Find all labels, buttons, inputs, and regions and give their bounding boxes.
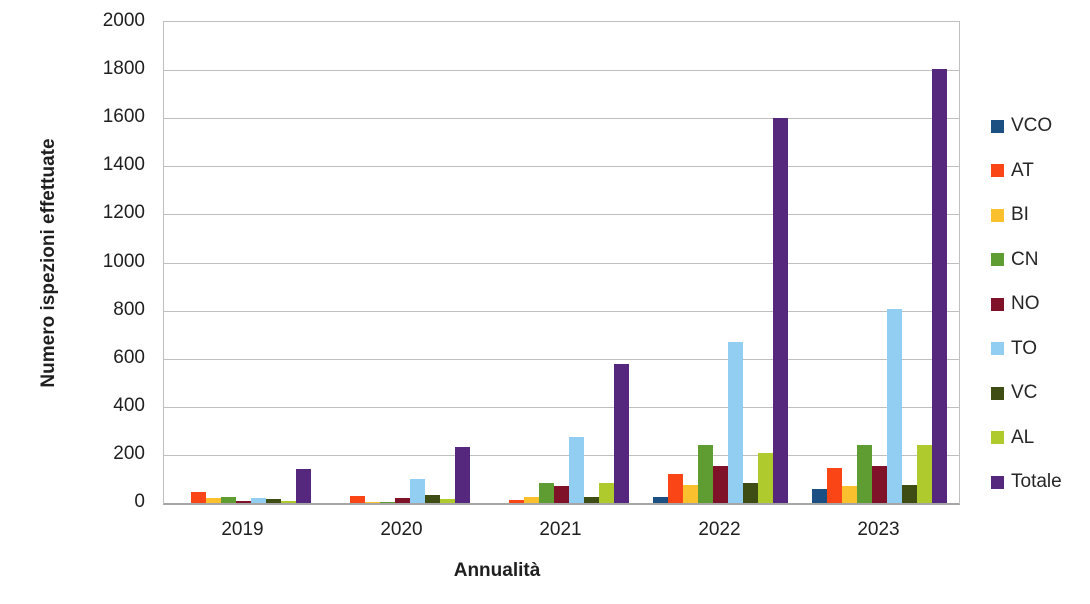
legend-swatch-no (991, 297, 1004, 311)
legend-item-bi: BI (991, 205, 1062, 225)
bar-al-2022 (758, 452, 773, 503)
gridline-1600 (164, 118, 959, 120)
y-tick-label-800: 800 (113, 298, 145, 320)
legend-label-vc: VC (1011, 382, 1038, 403)
legend-label-no: NO (1011, 293, 1040, 314)
x-tick-label-2023: 2023 (857, 519, 900, 540)
x-tick-label-2020: 2020 (380, 519, 423, 540)
bar-no-2019 (236, 501, 251, 503)
legend-label-vco: VCO (1011, 115, 1053, 136)
legend-item-al: AL (991, 426, 1062, 448)
gridline-200 (164, 454, 959, 456)
plot-area (163, 21, 960, 505)
bar-to-2022 (728, 341, 743, 503)
gridline-1000 (164, 262, 959, 264)
x-tick-label-2021: 2021 (539, 519, 582, 540)
legend-label-at: AT (1011, 159, 1034, 181)
bar-cn-2020 (380, 501, 395, 503)
bar-vc-2022 (743, 482, 758, 503)
gridline-1400 (164, 166, 959, 168)
bar-cn-2022 (698, 445, 713, 503)
bar-al-2019 (281, 501, 296, 503)
y-tick-label-0: 0 (134, 491, 145, 512)
y-tick-label-1600: 1600 (102, 106, 145, 128)
bar-vco-2023 (812, 488, 827, 503)
legend-item-totale: Totale (991, 472, 1062, 492)
bar-no-2021 (554, 486, 569, 503)
gridline-1800 (164, 70, 959, 72)
legend-label-bi: BI (1011, 204, 1029, 225)
legend-swatch-al (991, 431, 1004, 444)
x-axis-title: Annualità (453, 560, 541, 581)
legend-item-vco: VCO (991, 116, 1062, 136)
y-tick-label-2000: 2000 (102, 10, 145, 31)
bar-at-2023 (827, 468, 842, 503)
bar-vco-2022 (653, 497, 668, 503)
legend-item-to: TO (991, 337, 1062, 359)
legend-swatch-vco (991, 119, 1004, 133)
bar-bi-2019 (206, 498, 221, 503)
bar-cn-2019 (221, 497, 236, 503)
bar-totale-2023 (932, 68, 947, 503)
y-axis-title: Numero ispezioni effettuate (38, 138, 59, 388)
y-tick-label-1200: 1200 (102, 202, 145, 224)
bar-al-2023 (917, 445, 932, 503)
gridline-800 (164, 310, 959, 312)
y-tick-label-1000: 1000 (102, 250, 145, 272)
legend-swatch-vc (991, 386, 1004, 400)
legend-swatch-to (991, 342, 1004, 355)
legend-label-cn: CN (1011, 248, 1039, 270)
bar-to-2023 (887, 309, 902, 503)
legend-item-vc: VC (991, 383, 1062, 403)
legend-swatch-at (991, 164, 1004, 177)
bar-bi-2020 (365, 502, 380, 503)
bar-cn-2023 (857, 445, 872, 503)
legend-item-at: AT (991, 159, 1062, 181)
bar-at-2021 (509, 500, 524, 503)
x-tick-label-2022: 2022 (698, 519, 741, 540)
y-tick-label-400: 400 (113, 394, 145, 416)
y-tick-label-600: 600 (113, 346, 145, 368)
legend-swatch-cn (991, 253, 1004, 266)
bar-no-2020 (395, 498, 410, 503)
bar-al-2021 (599, 482, 614, 503)
bar-at-2022 (668, 474, 683, 503)
y-tick-label-200: 200 (113, 442, 145, 464)
y-tick-label-1400: 1400 (102, 154, 145, 176)
bar-totale-2022 (773, 118, 788, 503)
bar-at-2020 (350, 495, 365, 503)
bar-vc-2023 (902, 484, 917, 503)
legend-label-al: AL (1011, 426, 1035, 448)
legend-swatch-bi (991, 208, 1004, 222)
bar-vc-2021 (584, 497, 599, 503)
x-tick-label-2019: 2019 (221, 519, 264, 540)
bar-to-2020 (410, 478, 425, 503)
gridline-1200 (164, 214, 959, 216)
legend: VCO AT BI CN NO TO VC AL Totale (991, 116, 1062, 492)
y-tick-label-1800: 1800 (102, 58, 145, 80)
bar-bi-2021 (524, 497, 539, 503)
bar-vc-2020 (425, 494, 440, 503)
bar-to-2021 (569, 436, 584, 503)
bar-at-2019 (191, 492, 206, 503)
legend-swatch-totale (991, 475, 1004, 489)
bar-totale-2019 (296, 469, 311, 503)
bar-bi-2022 (683, 484, 698, 503)
gridline-600 (164, 358, 959, 360)
legend-item-cn: CN (991, 248, 1062, 270)
bar-no-2023 (872, 465, 887, 503)
gridline-400 (164, 406, 959, 408)
bar-al-2020 (440, 499, 455, 503)
bar-totale-2020 (455, 447, 470, 503)
bar-vc-2019 (266, 499, 281, 503)
bar-bi-2023 (842, 486, 857, 503)
bar-to-2019 (251, 498, 266, 503)
bar-cn-2021 (539, 482, 554, 503)
legend-item-no: NO (991, 294, 1062, 314)
legend-label-to: TO (1011, 337, 1038, 359)
legend-label-totale: Totale (1011, 471, 1062, 492)
bar-no-2022 (713, 465, 728, 503)
bar-totale-2021 (614, 363, 629, 503)
